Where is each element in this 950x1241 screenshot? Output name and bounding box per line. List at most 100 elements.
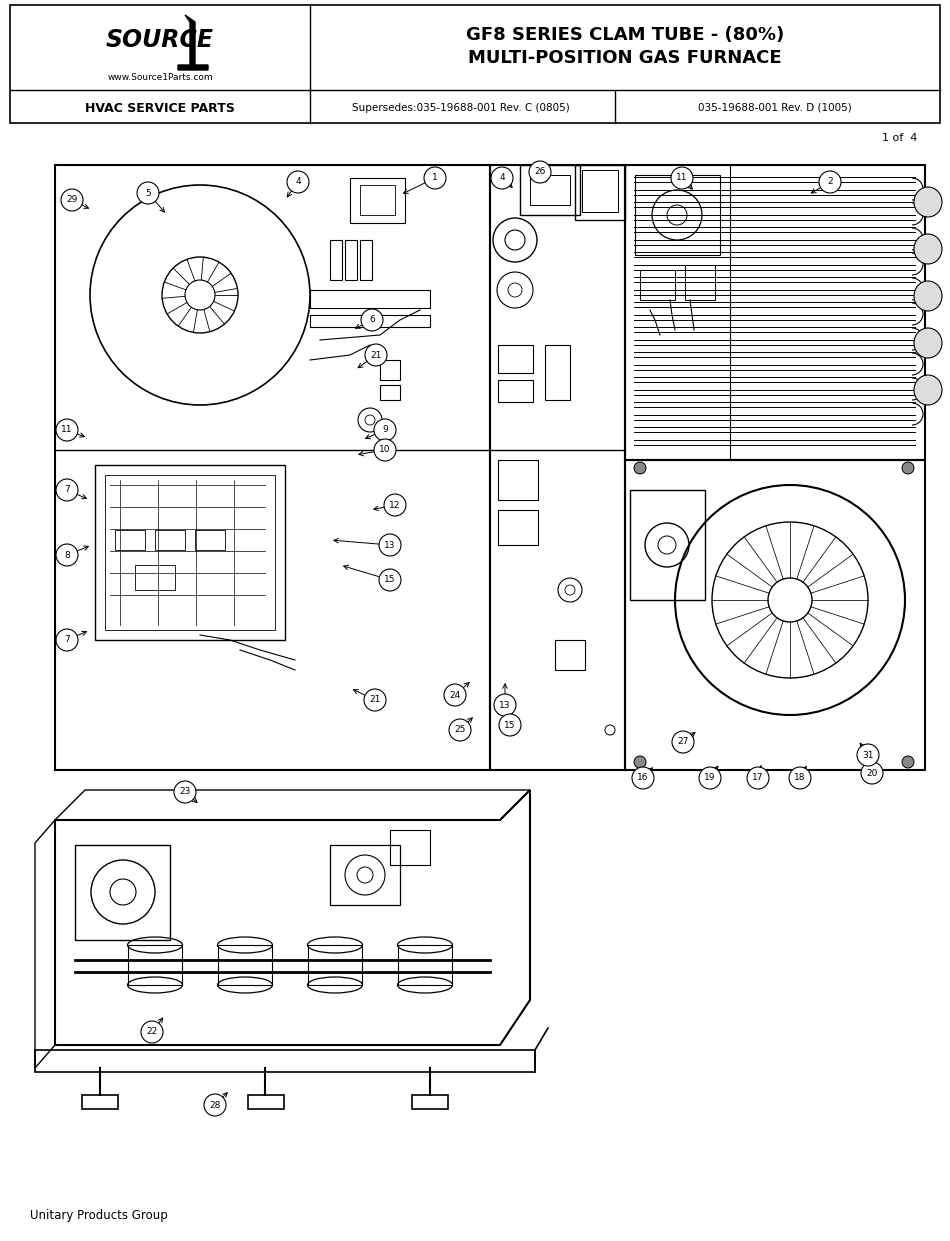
Text: 20: 20 [866,768,878,778]
Circle shape [634,462,646,474]
Bar [218,944,272,985]
Bar [630,490,705,599]
Circle shape [494,694,516,716]
Circle shape [632,767,654,789]
Circle shape [174,781,196,803]
Circle shape [902,756,914,768]
Circle shape [499,714,521,736]
Bar [360,185,395,215]
Bar [82,1095,118,1109]
Bar [545,345,570,400]
Bar [555,640,585,670]
Bar [95,465,285,640]
Circle shape [789,767,811,789]
Bar [530,175,570,205]
Text: 16: 16 [637,773,649,783]
Bar [345,240,357,280]
Bar [35,1050,535,1072]
Bar [75,845,170,939]
Bar [490,165,625,769]
Bar [625,460,925,769]
Circle shape [374,419,396,441]
Bar [308,944,362,985]
Circle shape [379,570,401,591]
Bar [685,266,715,300]
Bar [520,165,580,215]
Text: 1 of  4: 1 of 4 [883,133,918,143]
Circle shape [61,189,83,211]
Text: 27: 27 [677,737,689,747]
Text: 4: 4 [295,177,301,186]
Text: 24: 24 [449,690,461,700]
Text: 13: 13 [384,541,396,550]
Circle shape [634,756,646,768]
Text: 21: 21 [370,350,382,360]
Text: 29: 29 [66,196,78,205]
Text: 15: 15 [384,576,396,585]
Text: 18: 18 [794,773,806,783]
Text: 6: 6 [370,315,375,324]
Text: 10: 10 [379,446,390,454]
Bar [412,1095,448,1109]
Circle shape [204,1095,226,1116]
Bar [350,177,405,223]
Circle shape [364,689,386,711]
Text: MULTI-POSITION GAS FURNACE: MULTI-POSITION GAS FURNACE [468,48,782,67]
Circle shape [491,168,513,189]
Bar [390,830,430,865]
Text: 7: 7 [65,635,70,644]
Bar [498,460,538,500]
Bar [498,510,538,545]
Text: 23: 23 [180,788,191,797]
Polygon shape [178,15,208,69]
Text: 13: 13 [500,700,511,710]
Circle shape [361,309,383,331]
Text: 2: 2 [827,177,833,186]
Text: www.Source1Parts.com: www.Source1Parts.com [107,73,213,82]
Circle shape [365,344,387,366]
Circle shape [56,419,78,441]
Text: Unitary Products Group: Unitary Products Group [30,1209,168,1221]
Bar [360,240,372,280]
Circle shape [861,762,883,784]
Ellipse shape [914,280,942,311]
Text: 9: 9 [382,426,388,434]
Text: 15: 15 [504,721,516,730]
Bar [330,240,342,280]
Circle shape [819,171,841,194]
Bar [635,175,720,254]
Bar [128,944,182,985]
Bar [380,360,400,380]
Circle shape [444,684,466,706]
Text: SOURCE: SOURCE [106,29,214,52]
Text: 25: 25 [454,726,466,735]
Text: 22: 22 [146,1028,158,1036]
Bar [498,345,533,374]
Bar [498,380,533,402]
Text: 8: 8 [65,551,70,560]
Bar [398,944,452,985]
Circle shape [137,182,159,204]
Bar [155,530,185,550]
Ellipse shape [914,235,942,264]
Bar [10,5,940,123]
Text: 19: 19 [704,773,715,783]
Text: 31: 31 [863,751,874,759]
Bar [195,530,225,550]
Text: 7: 7 [65,485,70,494]
Ellipse shape [914,375,942,405]
Circle shape [902,462,914,474]
Text: 4: 4 [499,174,504,182]
Ellipse shape [914,187,942,217]
Circle shape [424,168,446,189]
Circle shape [529,161,551,182]
Circle shape [379,534,401,556]
Text: 28: 28 [209,1101,220,1109]
Circle shape [449,719,471,741]
Bar [135,565,175,589]
Circle shape [747,767,769,789]
Circle shape [384,494,406,516]
Text: 17: 17 [752,773,764,783]
Bar [310,315,430,326]
Bar [310,290,430,308]
